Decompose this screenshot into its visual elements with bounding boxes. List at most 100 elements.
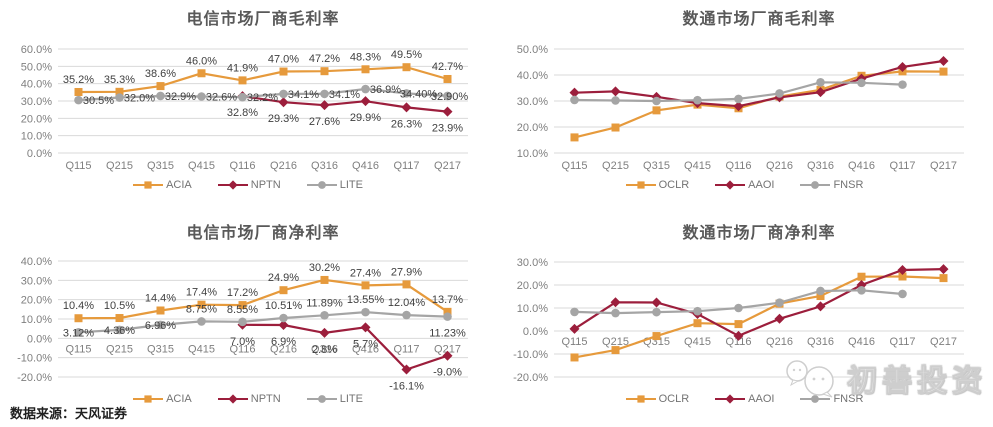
circle-marker-icon [74, 328, 83, 337]
square-marker-icon [570, 353, 579, 362]
chart-telecom-net-margin: 电信市场厂商净利率 -20.0% -10.0% 0.0% 10.0% 20.0% 30.0… [0, 214, 496, 427]
legend-label: OCLR [658, 393, 690, 405]
x-axis-tick-label: Q117 [393, 343, 419, 355]
legend-marker-icon [715, 180, 746, 190]
x-axis-tick-label: Q415 [684, 336, 711, 348]
circle-marker-icon [611, 96, 620, 105]
diamond-marker-icon [360, 96, 371, 107]
circle-marker-icon [238, 92, 247, 102]
circle-marker-icon [775, 89, 784, 98]
y-axis-tick-label: 40.0% [517, 70, 548, 82]
square-marker-icon [443, 307, 452, 316]
x-axis-tick-label: Q116 [725, 336, 751, 348]
x-axis-tick-label: Q116 [229, 160, 255, 172]
data-label: 47.0% [268, 54, 299, 66]
legend-item-aaoi: AAOI [715, 179, 774, 191]
legend-item-fnsr: FNSR [800, 179, 863, 191]
x-axis-tick-label: Q115 [561, 160, 587, 172]
circle-marker-icon [898, 80, 907, 89]
legend-item-lite: LITE [306, 179, 363, 191]
chart-title: 数通市场厂商毛利率 [682, 11, 836, 28]
circle-marker-icon [115, 93, 124, 102]
x-axis-tick-label: Q117 [393, 160, 419, 172]
data-label: 14.4% [145, 292, 176, 304]
data-label: 23.9% [432, 123, 463, 135]
circle-marker-icon [811, 395, 820, 403]
y-axis-tick-label: 10.0% [21, 131, 52, 143]
data-label: 38.6% [145, 68, 176, 80]
y-axis-tick-label: 20.0% [517, 122, 548, 134]
diamond-marker-icon [228, 180, 238, 190]
diamond-marker-icon [610, 297, 621, 308]
circle-marker-icon [443, 91, 452, 101]
circle-marker-icon [775, 298, 784, 308]
data-label: 48.3% [350, 51, 381, 63]
x-axis-tick-label: Q215 [106, 160, 133, 172]
diamond-marker-icon [278, 97, 289, 108]
x-axis-tick-label: Q415 [188, 343, 215, 355]
legend-item-nptn: NPTN [217, 393, 281, 405]
circle-marker-icon [279, 313, 288, 323]
square-marker-icon [652, 332, 661, 341]
legend-item-acia: ACIA [133, 179, 192, 191]
square-marker-icon [197, 300, 206, 309]
diamond-marker-icon [725, 394, 735, 404]
data-label: 41.9% [227, 62, 258, 74]
chart-title: 电信市场厂商净利率 [186, 225, 340, 242]
y-axis-tick-label: 40.0% [21, 256, 52, 268]
diamond-marker-icon [228, 394, 238, 404]
legend-label: OCLR [658, 179, 690, 191]
y-axis-tick-label: 0.0% [27, 148, 52, 160]
circle-marker-icon [816, 77, 825, 87]
legend-label: ACIA [166, 393, 192, 405]
chart-title: 电信市场厂商毛利率 [186, 11, 340, 28]
x-axis-tick-label: Q117 [889, 336, 915, 348]
data-label: -16.1% [389, 380, 424, 392]
y-axis-tick-label: 0.0% [27, 333, 52, 345]
y-axis-tick-label: 50.0% [21, 61, 52, 73]
diamond-marker-icon [733, 101, 744, 112]
data-label: 30.5% [83, 95, 114, 107]
x-axis-tick-label: Q116 [725, 160, 751, 172]
y-axis-tick-label: 10.0% [517, 148, 548, 160]
chart-datacom-gross-margin: 数通市场厂商毛利率 10.0% 20.0% 30.0% 40.0% 50.0% Q115 Q… [496, 0, 993, 214]
x-axis-tick-label: Q316 [807, 160, 834, 172]
data-label: 46.0% [186, 55, 217, 67]
x-axis-tick-label: Q216 [766, 336, 793, 348]
circle-marker-icon [320, 311, 329, 320]
data-label: 13.7% [432, 294, 463, 306]
chart-plot-canvas: 10.0% 20.0% 30.0% 40.0% 50.0% Q115 Q215 Q315 Q41… [517, 44, 964, 172]
series-line-nptn [242, 95, 448, 113]
x-axis-tick-label: Q316 [311, 160, 338, 172]
x-axis-tick-label: Q316 [807, 336, 834, 348]
x-axis-tick-label: Q215 [106, 343, 133, 355]
square-marker-icon [402, 280, 411, 289]
y-axis-tick-label: 20.0% [21, 113, 52, 125]
square-marker-icon [238, 76, 247, 85]
x-axis-tick-label: Q217 [434, 160, 461, 172]
legend-marker-icon [133, 395, 164, 403]
legend-label: LITE [339, 179, 363, 191]
legend-marker-icon [625, 395, 656, 403]
x-axis-tick-label: Q315 [147, 343, 174, 355]
data-label: 6.96% [145, 320, 176, 332]
chart-telecom-gross-margin: 电信市场厂商毛利率 0.0% 10.0% 20.0% 30.0% 40.0% 50.0% 6… [0, 0, 496, 214]
legend-label: FNSR [833, 179, 864, 191]
data-label: 13.55% [347, 294, 385, 306]
data-label: 34.1% [329, 89, 360, 101]
data-label: -9.0% [433, 367, 462, 379]
data-label: 32.90% [431, 91, 469, 103]
square-marker-icon [279, 67, 288, 76]
diamond-marker-icon [442, 350, 453, 361]
data-label: 2.8% [312, 344, 337, 356]
diamond-marker-icon [360, 322, 371, 333]
legend-marker-icon [306, 181, 337, 189]
y-axis-tick-label: -10.0% [513, 349, 548, 361]
data-label: 35.2% [63, 74, 94, 86]
square-marker-icon [238, 301, 247, 310]
legend-label: AAOI [748, 393, 775, 405]
square-marker-icon [361, 65, 370, 74]
data-label: 34.1% [288, 89, 319, 101]
diamond-marker-icon [815, 87, 826, 98]
